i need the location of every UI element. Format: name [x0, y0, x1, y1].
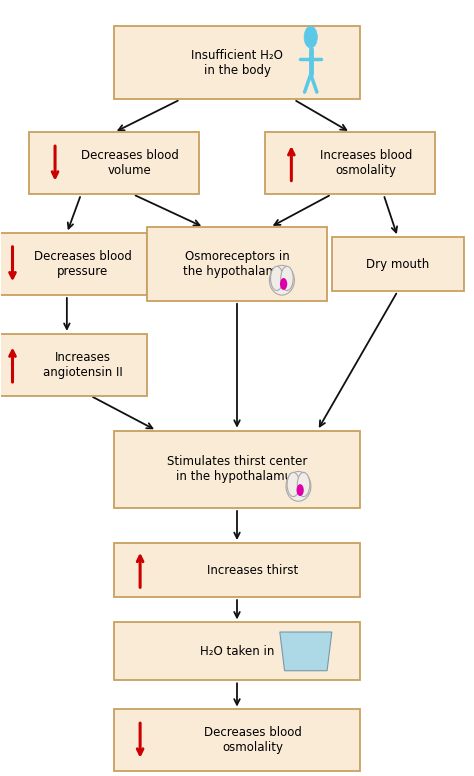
FancyBboxPatch shape: [114, 26, 360, 99]
Text: H₂O taken in: H₂O taken in: [200, 645, 274, 658]
Ellipse shape: [269, 265, 294, 295]
Circle shape: [280, 278, 287, 290]
Text: Stimulates thirst center
in the hypothalamus: Stimulates thirst center in the hypothal…: [167, 456, 307, 483]
FancyBboxPatch shape: [147, 227, 327, 301]
FancyBboxPatch shape: [114, 709, 360, 771]
FancyBboxPatch shape: [114, 543, 360, 598]
Ellipse shape: [286, 472, 311, 501]
Ellipse shape: [281, 266, 293, 290]
Text: Decreases blood
volume: Decreases blood volume: [81, 149, 179, 178]
Ellipse shape: [297, 473, 310, 497]
Text: Increases
angiotensin II: Increases angiotensin II: [43, 351, 122, 379]
Circle shape: [304, 26, 318, 48]
Text: Insufficient H₂O
in the body: Insufficient H₂O in the body: [191, 49, 283, 77]
Text: Increases thirst: Increases thirst: [207, 563, 298, 577]
Polygon shape: [280, 632, 332, 670]
Circle shape: [297, 484, 304, 496]
Ellipse shape: [287, 473, 300, 497]
Text: Dry mouth: Dry mouth: [366, 258, 429, 271]
FancyBboxPatch shape: [0, 334, 147, 396]
Text: Decreases blood
osmolality: Decreases blood osmolality: [204, 726, 301, 754]
Text: Decreases blood
pressure: Decreases blood pressure: [34, 250, 131, 278]
FancyBboxPatch shape: [29, 133, 199, 194]
FancyBboxPatch shape: [114, 431, 360, 508]
FancyBboxPatch shape: [331, 237, 464, 291]
Text: Increases blood
osmolality: Increases blood osmolality: [320, 149, 412, 178]
Ellipse shape: [271, 266, 283, 290]
FancyBboxPatch shape: [114, 622, 360, 681]
FancyBboxPatch shape: [0, 233, 147, 295]
Text: Osmoreceptors in
the hypothalamus: Osmoreceptors in the hypothalamus: [183, 250, 291, 278]
FancyBboxPatch shape: [265, 133, 436, 194]
